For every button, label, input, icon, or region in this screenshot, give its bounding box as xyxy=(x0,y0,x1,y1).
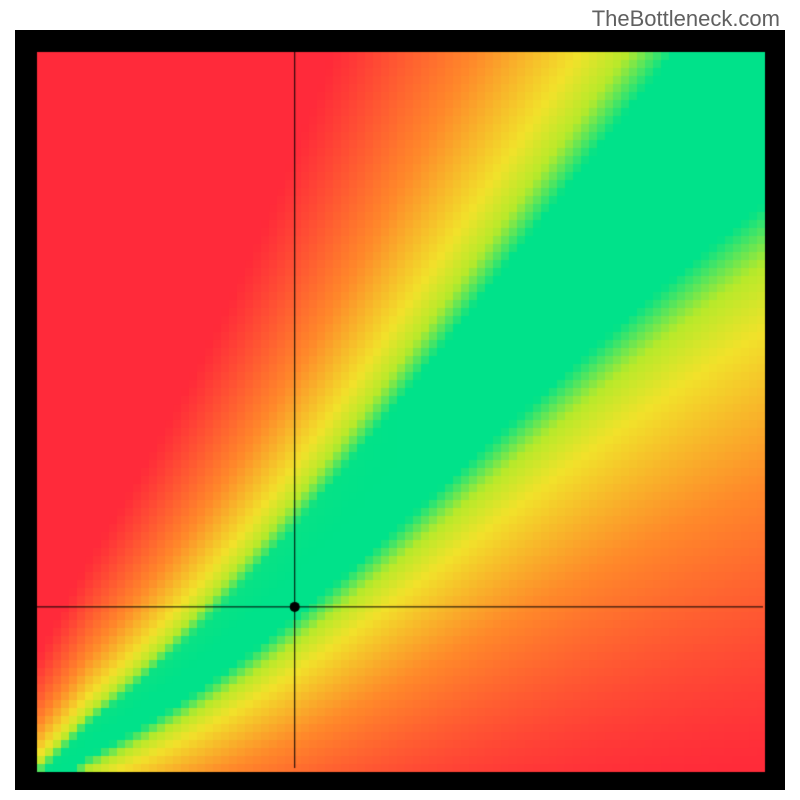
bottleneck-heatmap xyxy=(15,30,785,790)
heatmap-canvas xyxy=(15,30,785,790)
watermark-text: TheBottleneck.com xyxy=(592,6,780,32)
